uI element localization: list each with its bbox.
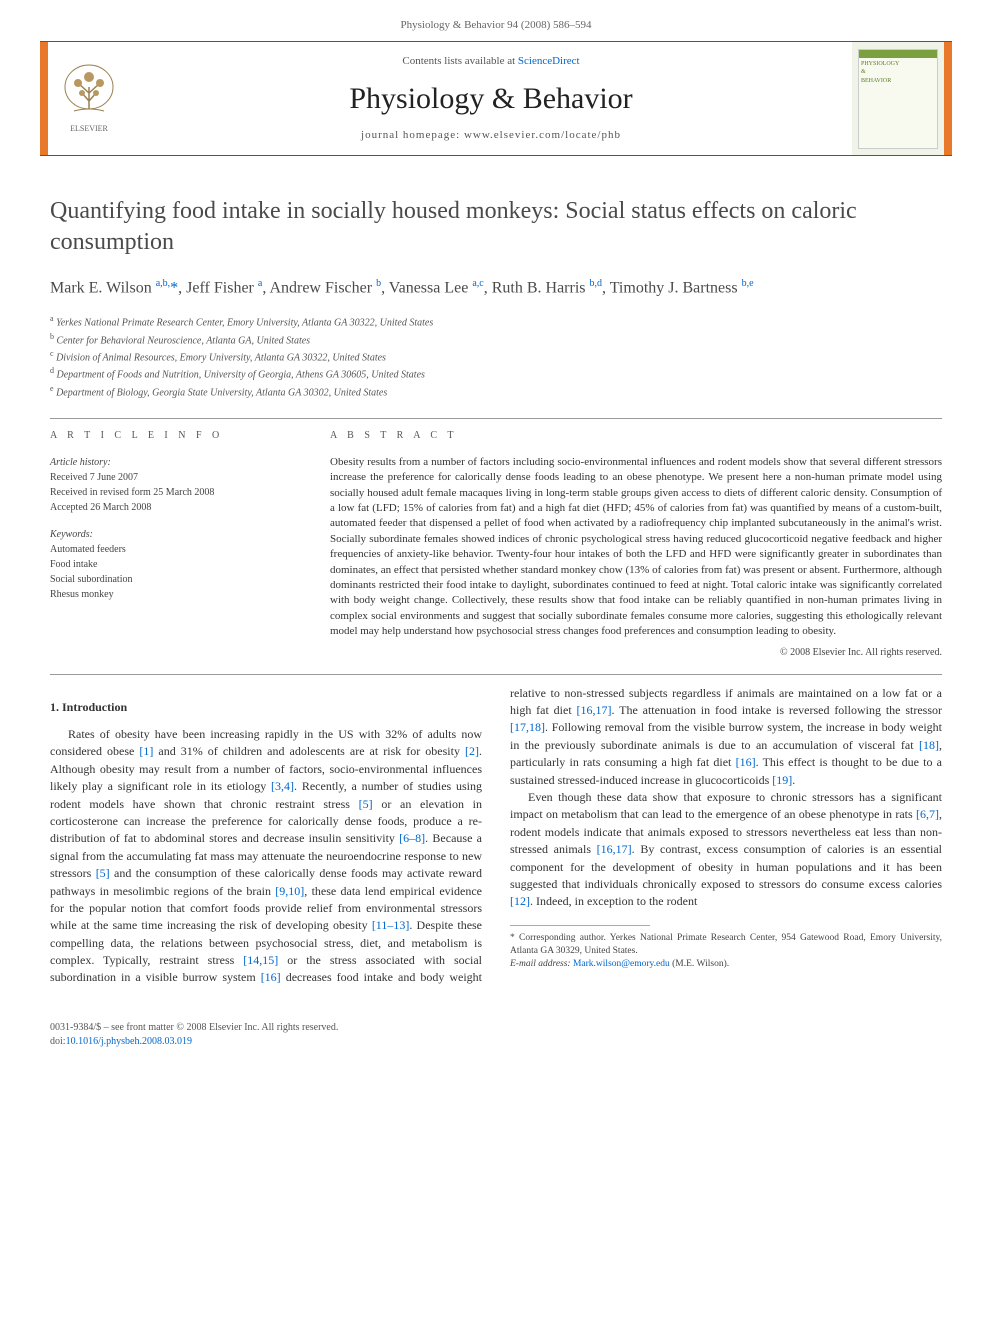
info-abstract-row: A R T I C L E I N F O Article history: R… <box>50 429 942 660</box>
citation-text: Physiology & Behavior 94 (2008) 586–594 <box>401 19 592 31</box>
keywords-block: Keywords: Automated feedersFood intakeSo… <box>50 527 300 602</box>
email-line: E-mail address: Mark.wilson@emory.edu (M… <box>510 958 942 971</box>
front-matter-line: 0031-9384/$ – see front matter © 2008 El… <box>50 1021 338 1035</box>
citation-link[interactable]: [16] <box>261 970 281 984</box>
citation-link[interactable]: [16] <box>736 755 756 769</box>
footer-left: 0031-9384/$ – see front matter © 2008 El… <box>50 1021 338 1049</box>
journal-homepage-line: journal homepage: www.elsevier.com/locat… <box>130 128 852 143</box>
article-title: Quantifying food intake in socially hous… <box>50 196 942 258</box>
journal-title: Physiology & Behavior <box>130 78 852 120</box>
article-info-column: A R T I C L E I N F O Article history: R… <box>50 429 300 660</box>
citation-link[interactable]: [19] <box>772 773 792 787</box>
citation-link[interactable]: [9,10] <box>275 884 304 898</box>
keyword-line: Rhesus monkey <box>50 587 300 602</box>
keyword-line: Social subordination <box>50 572 300 587</box>
doi-line: doi:10.1016/j.physbeh.2008.03.019 <box>50 1035 338 1049</box>
history-line: Accepted 26 March 2008 <box>50 500 300 515</box>
citation-link[interactable]: [17,18] <box>510 720 545 734</box>
divider-bottom <box>50 674 942 675</box>
citation-link[interactable]: [5] <box>96 866 110 880</box>
article-history-block: Article history: Received 7 June 2007Rec… <box>50 455 300 515</box>
citation-link[interactable]: [6,7] <box>916 807 939 821</box>
footnote-rule <box>510 925 650 926</box>
citation-link[interactable]: [18] <box>919 738 939 752</box>
citation-link[interactable]: [6–8] <box>399 831 425 845</box>
keyword-line: Automated feeders <box>50 542 300 557</box>
author-list: Mark E. Wilson a,b,*, Jeff Fisher a, And… <box>50 277 942 300</box>
intro-para-3: Even though these data show that exposur… <box>510 789 942 911</box>
journal-banner: ELSEVIER Contents lists available at Sci… <box>40 41 952 156</box>
affiliation-line: a Yerkes National Primate Research Cente… <box>50 313 942 330</box>
intro-heading: 1. Introduction <box>50 699 482 716</box>
journal-cover-thumbnail: PHYSIOLOGY & BEHAVIOR <box>858 49 938 149</box>
sciencedirect-link[interactable]: ScienceDirect <box>518 55 580 67</box>
affiliation-line: e Department of Biology, Georgia State U… <box>50 383 942 400</box>
citation-link[interactable]: [11–13] <box>372 918 410 932</box>
publisher-logo-box: ELSEVIER <box>40 42 130 155</box>
citation-link[interactable]: [5] <box>359 797 373 811</box>
abstract-text: Obesity results from a number of factors… <box>330 455 942 640</box>
citation-link[interactable]: [1] <box>139 744 153 758</box>
affiliation-line: c Division of Animal Resources, Emory Un… <box>50 348 942 365</box>
running-head: Physiology & Behavior 94 (2008) 586–594 <box>0 0 992 41</box>
affiliation-line: b Center for Behavioral Neuroscience, At… <box>50 331 942 348</box>
citation-link[interactable]: [3,4] <box>271 779 294 793</box>
citation-link[interactable]: [16,17] <box>577 703 612 717</box>
abstract-copyright: © 2008 Elsevier Inc. All rights reserved… <box>330 646 942 660</box>
contents-available-line: Contents lists available at ScienceDirec… <box>130 54 852 69</box>
divider-top <box>50 418 942 419</box>
history-line: Received in revised form 25 March 2008 <box>50 485 300 500</box>
citation-link[interactable]: [14,15] <box>243 953 278 967</box>
banner-center: Contents lists available at ScienceDirec… <box>130 42 852 155</box>
citation-link[interactable]: [2] <box>465 744 479 758</box>
affiliations-list: a Yerkes National Primate Research Cente… <box>50 313 942 400</box>
citation-link[interactable]: [12] <box>510 894 530 908</box>
article-info-heading: A R T I C L E I N F O <box>50 429 300 443</box>
homepage-url: www.elsevier.com/locate/phb <box>464 129 621 141</box>
svg-text:ELSEVIER: ELSEVIER <box>70 124 108 133</box>
article-body: Quantifying food intake in socially hous… <box>0 156 992 1007</box>
footnotes: * Corresponding author. Yerkes National … <box>510 932 942 972</box>
corresponding-author-note: * Corresponding author. Yerkes National … <box>510 932 942 959</box>
body-columns: 1. Introduction Rates of obesity have be… <box>50 685 942 987</box>
author-email-link[interactable]: Mark.wilson@emory.edu <box>573 959 670 969</box>
keywords-label: Keywords: <box>50 527 300 542</box>
abstract-column: A B S T R A C T Obesity results from a n… <box>330 429 942 660</box>
keyword-line: Food intake <box>50 557 300 572</box>
elsevier-tree-icon: ELSEVIER <box>54 59 124 139</box>
history-label: Article history: <box>50 455 300 470</box>
citation-link[interactable]: [16,17] <box>597 842 632 856</box>
journal-cover-box: PHYSIOLOGY & BEHAVIOR <box>852 42 952 155</box>
page-footer: 0031-9384/$ – see front matter © 2008 El… <box>0 1007 992 1069</box>
abstract-heading: A B S T R A C T <box>330 429 942 443</box>
history-line: Received 7 June 2007 <box>50 470 300 485</box>
affiliation-line: d Department of Foods and Nutrition, Uni… <box>50 365 942 382</box>
doi-link[interactable]: 10.1016/j.physbeh.2008.03.019 <box>66 1036 192 1047</box>
